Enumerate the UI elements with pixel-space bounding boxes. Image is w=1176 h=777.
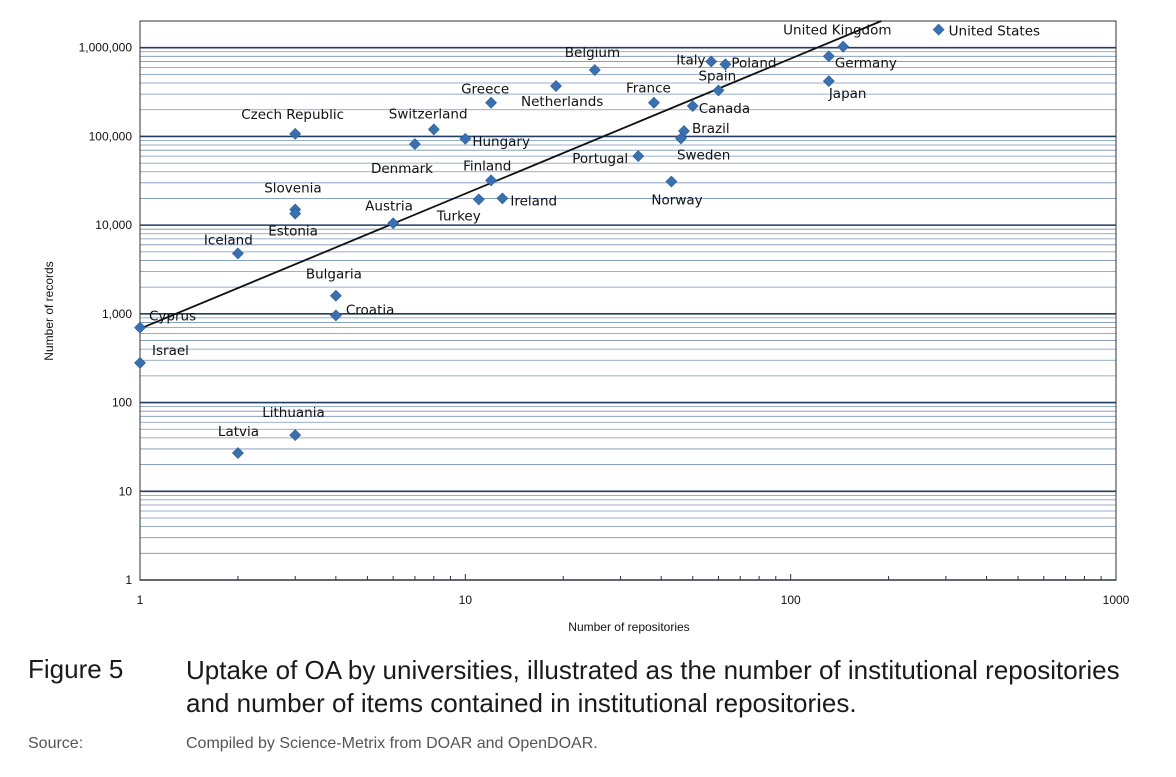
y-axis-title: Number of records xyxy=(42,261,56,360)
x-tick-label: 1 xyxy=(137,593,144,607)
data-point-label: Germany xyxy=(835,55,897,71)
data-point-marker xyxy=(134,356,146,369)
data-point-label: Croatia xyxy=(346,302,395,318)
data-point-marker xyxy=(686,100,699,112)
point-labels-layer: United States United Kingdom Germany Japan I… xyxy=(149,23,1040,440)
y-tick-label: 100 xyxy=(112,396,132,410)
data-point-label: Turkey xyxy=(436,208,481,224)
scatter-chart: United States United Kingdom Germany Japan I… xyxy=(42,20,1130,634)
plot-border xyxy=(139,20,1117,581)
data-point-marker xyxy=(472,193,485,206)
data-point-marker xyxy=(329,309,342,322)
data-point-marker xyxy=(485,174,498,187)
data-point-marker xyxy=(632,150,645,163)
data-point-label: Austria xyxy=(365,198,413,214)
x-axis-title: Number of repositories xyxy=(568,620,689,634)
y-tick-label: 1,000,000 xyxy=(79,41,133,55)
data-point-label: Poland xyxy=(731,55,776,71)
data-point-marker xyxy=(932,23,945,36)
data-point-marker xyxy=(675,132,687,145)
data-point-marker xyxy=(289,429,302,442)
data-point-label: United States xyxy=(949,24,1040,40)
data-point-label: Italy xyxy=(676,52,705,68)
data-point-label: Belgium xyxy=(565,45,620,61)
trendline xyxy=(139,20,882,330)
trendline-layer xyxy=(139,20,882,330)
data-point-label: Hungary xyxy=(472,134,530,150)
data-point-label: Iceland xyxy=(204,232,253,248)
data-point-label: Slovenia xyxy=(264,181,321,197)
data-points-layer xyxy=(134,23,945,459)
data-point-label: Canada xyxy=(699,101,750,117)
data-point-label: Spain xyxy=(698,68,736,84)
data-point-marker xyxy=(134,321,146,334)
data-point-marker xyxy=(588,64,601,76)
figure-number: Figure 5 xyxy=(28,654,124,684)
data-point-label: France xyxy=(626,81,671,97)
y-tick-label: 10,000 xyxy=(95,218,132,232)
data-point-marker xyxy=(705,55,718,68)
data-point-marker xyxy=(550,80,562,92)
y-tick-label: 1 xyxy=(125,573,132,587)
plot-frame xyxy=(139,20,1117,581)
data-point-marker xyxy=(329,289,342,302)
x-tick-label: 1000 xyxy=(1103,593,1130,607)
data-point-marker xyxy=(289,127,302,140)
data-point-marker xyxy=(409,138,421,150)
data-point-label: Czech Republic xyxy=(241,107,344,123)
data-point-marker xyxy=(459,132,472,145)
data-point-marker xyxy=(387,217,400,230)
data-point-label: Bulgaria xyxy=(306,267,362,283)
data-point-marker xyxy=(232,247,244,260)
data-point-label: Japan xyxy=(828,86,867,102)
data-point-label: Portugal xyxy=(572,151,628,167)
data-point-label: Switzerland xyxy=(389,106,468,122)
data-point-label: Latvia xyxy=(218,424,259,440)
data-point-label: Greece xyxy=(461,82,509,98)
x-tick-label: 100 xyxy=(781,593,801,607)
data-point-marker xyxy=(485,96,498,109)
figure-caption: Uptake of OA by universities, illustrate… xyxy=(186,655,1120,718)
data-point-label: United Kingdom xyxy=(783,23,891,39)
data-point-label: Norway xyxy=(651,193,702,209)
source-label: Source: xyxy=(28,735,84,752)
data-point-marker xyxy=(712,84,725,97)
data-point-marker xyxy=(822,50,835,63)
data-point-label: Israel xyxy=(152,343,189,359)
data-point-label: Lithuania xyxy=(262,405,325,421)
data-point-marker xyxy=(837,40,850,53)
data-point-label: Netherlands xyxy=(521,94,603,110)
x-tick-label: 10 xyxy=(459,593,473,607)
data-point-marker xyxy=(648,96,660,109)
data-point-label: Sweden xyxy=(677,147,730,163)
data-point-label: Brazil xyxy=(692,121,730,137)
data-point-label: Finland xyxy=(463,158,511,174)
data-point-marker xyxy=(496,192,509,205)
source-text: Compiled by Science-Metrix from DOAR and… xyxy=(186,735,598,752)
data-point-label: Cyprus xyxy=(149,309,196,325)
grid-layer xyxy=(140,20,1116,581)
data-point-marker xyxy=(232,447,244,459)
y-tick-label: 10 xyxy=(119,484,133,498)
tick-labels-layer: 1 10 100 1,000 10,000 100,000 1,000,000 1 10 100 1… xyxy=(79,41,1130,607)
data-point-marker xyxy=(822,75,835,88)
y-tick-label: 1,000 xyxy=(102,307,132,321)
y-tick-label: 100,000 xyxy=(89,129,133,143)
data-point-label: Denmark xyxy=(371,161,433,177)
data-point-label: Ireland xyxy=(510,193,557,209)
data-point-label: Estonia xyxy=(268,224,318,240)
data-point-marker xyxy=(289,207,302,220)
data-point-marker xyxy=(719,58,732,71)
data-point-marker xyxy=(665,175,678,188)
data-point-marker xyxy=(427,123,440,136)
